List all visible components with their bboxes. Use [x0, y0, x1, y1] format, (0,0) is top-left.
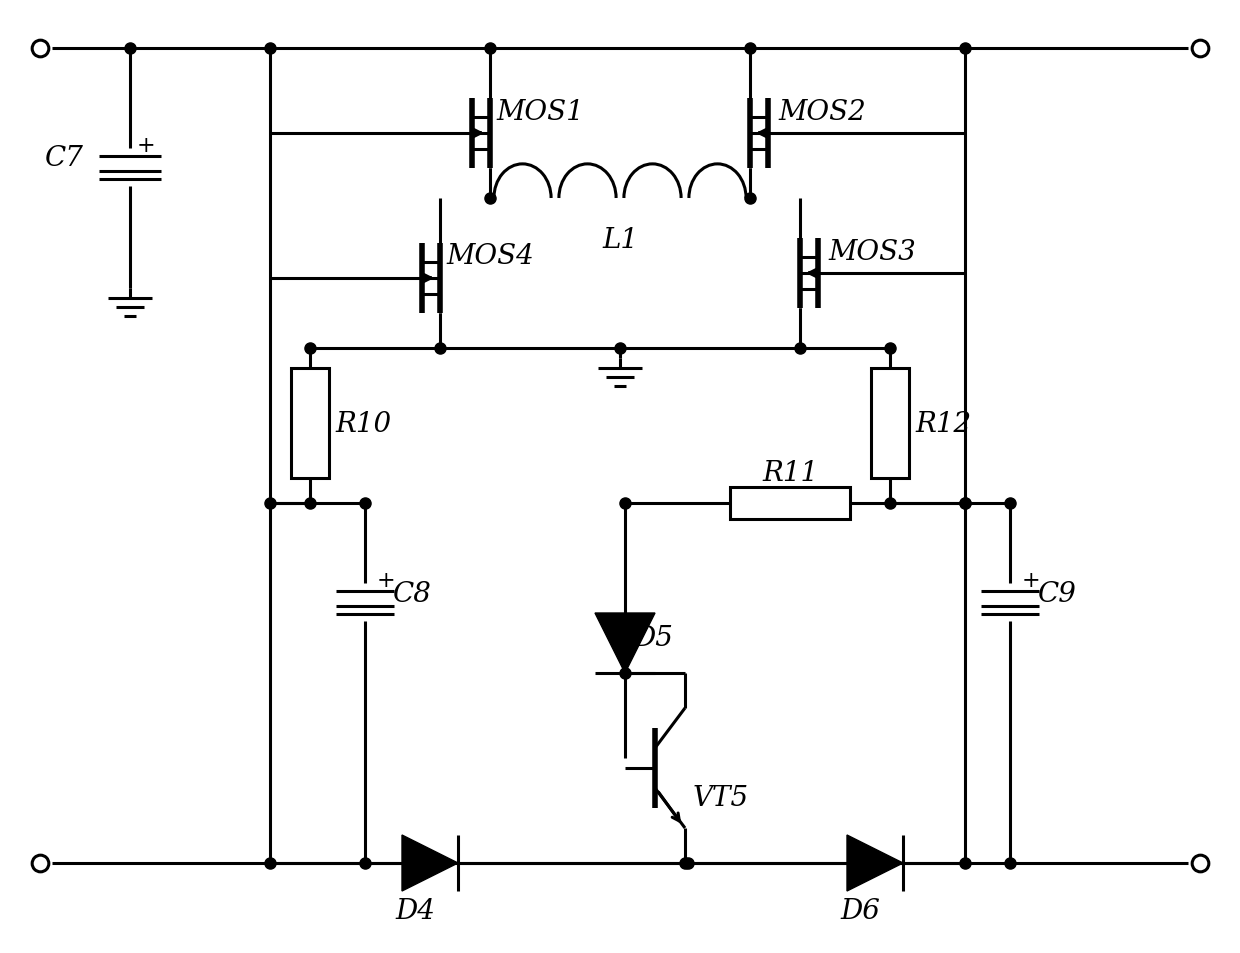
- Text: MOS2: MOS2: [777, 98, 866, 126]
- Text: MOS3: MOS3: [828, 238, 916, 265]
- Text: R10: R10: [335, 410, 391, 437]
- Text: C8: C8: [393, 581, 432, 608]
- Text: L1: L1: [601, 227, 639, 254]
- Text: -: -: [136, 161, 145, 183]
- Polygon shape: [595, 614, 655, 673]
- Text: +: +: [377, 569, 396, 592]
- Text: +: +: [136, 135, 156, 157]
- Text: -: -: [1022, 596, 1029, 618]
- Bar: [730, 488, 849, 519]
- Text: +: +: [1022, 569, 1040, 592]
- Text: VT5: VT5: [693, 784, 749, 812]
- Text: C9: C9: [1038, 581, 1076, 608]
- Text: C7: C7: [45, 146, 84, 172]
- Text: D4: D4: [396, 898, 435, 924]
- Text: MOS1: MOS1: [496, 98, 584, 126]
- Polygon shape: [402, 835, 458, 891]
- Text: R12: R12: [915, 410, 971, 437]
- Bar: [870, 369, 909, 478]
- Text: R11: R11: [761, 460, 818, 487]
- Bar: [291, 369, 329, 478]
- Text: MOS4: MOS4: [446, 243, 533, 271]
- Text: D6: D6: [839, 898, 880, 924]
- Polygon shape: [847, 835, 903, 891]
- Text: -: -: [377, 596, 384, 618]
- Text: D5: D5: [632, 625, 673, 652]
